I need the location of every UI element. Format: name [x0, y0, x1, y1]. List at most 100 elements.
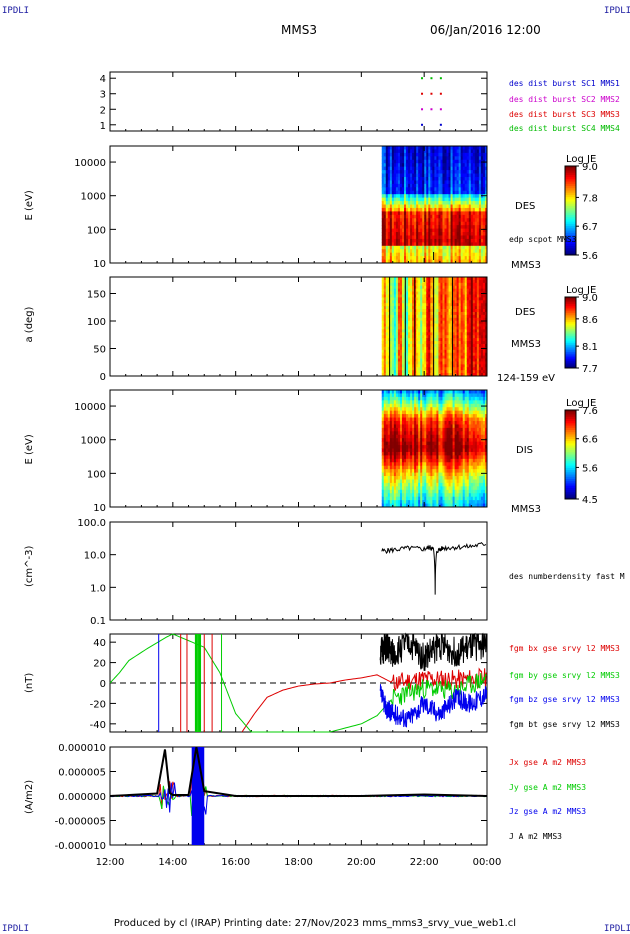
des-pitch-cell	[381, 361, 385, 365]
des-energy-cell	[456, 252, 460, 257]
des-energy-cell	[424, 238, 427, 243]
des-pitch-cell	[468, 285, 472, 290]
des-pitch-cell	[424, 294, 427, 298]
dis-energy-cell	[434, 414, 437, 418]
des-pitch-cell	[442, 309, 445, 313]
des-energy-cell	[383, 194, 387, 199]
des-pitch-cell	[482, 355, 486, 359]
des-energy-cell	[430, 218, 433, 223]
des-pitch-cell	[438, 309, 441, 313]
des-energy-cell	[389, 197, 393, 202]
des-energy-cell	[430, 259, 433, 264]
des-pitch-cell	[438, 352, 441, 357]
des-energy-cell	[404, 190, 407, 195]
des-energy-cell	[422, 218, 425, 223]
des-energy-cell	[399, 259, 403, 264]
des-pitch-cell	[466, 285, 470, 290]
des-energy-cell	[472, 194, 476, 199]
dis-energy-cell	[404, 489, 407, 494]
des-energy-cell	[401, 201, 405, 205]
des-pitch-cell	[430, 358, 433, 362]
dis-energy-cell	[442, 407, 445, 412]
des-pitch-cell	[444, 373, 447, 377]
des-pitch-cell	[478, 361, 482, 365]
dis-energy-cell	[438, 424, 441, 429]
des-energy-cell	[478, 235, 482, 240]
des-energy-cell	[426, 152, 429, 157]
des-energy-cell	[404, 152, 407, 157]
des-pitch-cell	[426, 329, 429, 333]
des-pitch-cell	[468, 288, 472, 292]
dis-energy-cell	[430, 410, 433, 415]
dis-energy-cell	[399, 390, 403, 394]
dis-energy-cell	[399, 486, 403, 491]
dis-energy-cell	[395, 496, 399, 501]
des-pitch-cell	[458, 279, 462, 284]
des-energy-cell	[408, 163, 411, 168]
des-energy-cell	[434, 176, 437, 181]
des-energy-cell	[389, 146, 393, 150]
des-energy-cell	[438, 214, 441, 219]
des-pitch-cell	[470, 279, 474, 284]
des-energy-cell	[480, 146, 484, 150]
dis-energy-cell	[383, 390, 387, 394]
dis-energy-cell	[432, 403, 435, 408]
des-energy-cell	[456, 146, 460, 150]
des-pitch-cell	[385, 291, 389, 295]
des-pitch-cell	[422, 323, 425, 327]
dis-energy-cell	[397, 445, 401, 449]
dis-energy-cell	[450, 393, 453, 398]
dis-energy-cell	[408, 441, 411, 446]
des-energy-cell	[383, 201, 387, 205]
des-energy-cell	[418, 149, 421, 154]
des-pitch-cell	[470, 300, 474, 304]
des-energy-cell	[418, 190, 421, 195]
des-energy-cell	[470, 176, 474, 181]
des-pitch-cell	[395, 343, 399, 348]
dis-energy-cell	[418, 482, 421, 487]
des-energy-cell	[414, 183, 417, 188]
dis-energy-cell	[426, 407, 429, 412]
dis-energy-cell	[399, 451, 403, 456]
des-pitch-cell	[389, 309, 393, 313]
des-pitch-cell	[458, 320, 462, 324]
des-energy-cell	[434, 211, 437, 216]
des-energy-cell	[432, 221, 435, 226]
des-pitch-cell	[401, 323, 405, 327]
des-energy-cell	[381, 176, 385, 181]
des-energy-cell	[448, 214, 451, 219]
des-energy-cell	[424, 204, 427, 209]
des-energy-cell	[406, 228, 409, 233]
des-pitch-cell	[387, 335, 391, 339]
des-pitch-cell	[414, 277, 417, 281]
des-energy-cell	[424, 197, 427, 202]
des-pitch-cell	[391, 300, 395, 304]
des-pitch-cell	[416, 314, 419, 319]
des-energy-cell	[422, 166, 425, 171]
des-pitch-cell	[440, 311, 443, 316]
des-energy-cell	[428, 166, 431, 171]
des-pitch-cell	[424, 311, 427, 316]
dis-energy-cell	[395, 445, 399, 449]
dis-energy-cell	[389, 407, 393, 412]
des-pitch-cell	[426, 317, 429, 322]
des-pitch-cell	[391, 291, 395, 295]
des-pitch-cell	[450, 311, 453, 316]
des-energy-cell	[468, 180, 472, 185]
des-pitch-cell	[458, 317, 462, 322]
des-pitch-cell	[410, 341, 413, 345]
des-pitch-cell	[476, 279, 480, 284]
dis-energy-cell	[408, 396, 411, 401]
des-pitch-cell	[430, 373, 433, 377]
des-energy-cell	[460, 190, 464, 195]
des-pitch-cell	[397, 349, 401, 354]
des-energy-cell	[406, 214, 409, 219]
des-energy-cell	[432, 245, 435, 250]
des-pitch-cell	[410, 309, 413, 313]
des-pitch-cell	[410, 338, 413, 342]
des-pitch-cell	[387, 346, 391, 351]
des-pitch-cell	[389, 349, 393, 354]
des-pitch-cell	[478, 338, 482, 342]
dis-energy-cell	[404, 441, 407, 446]
des-pitch-cell	[387, 352, 391, 357]
